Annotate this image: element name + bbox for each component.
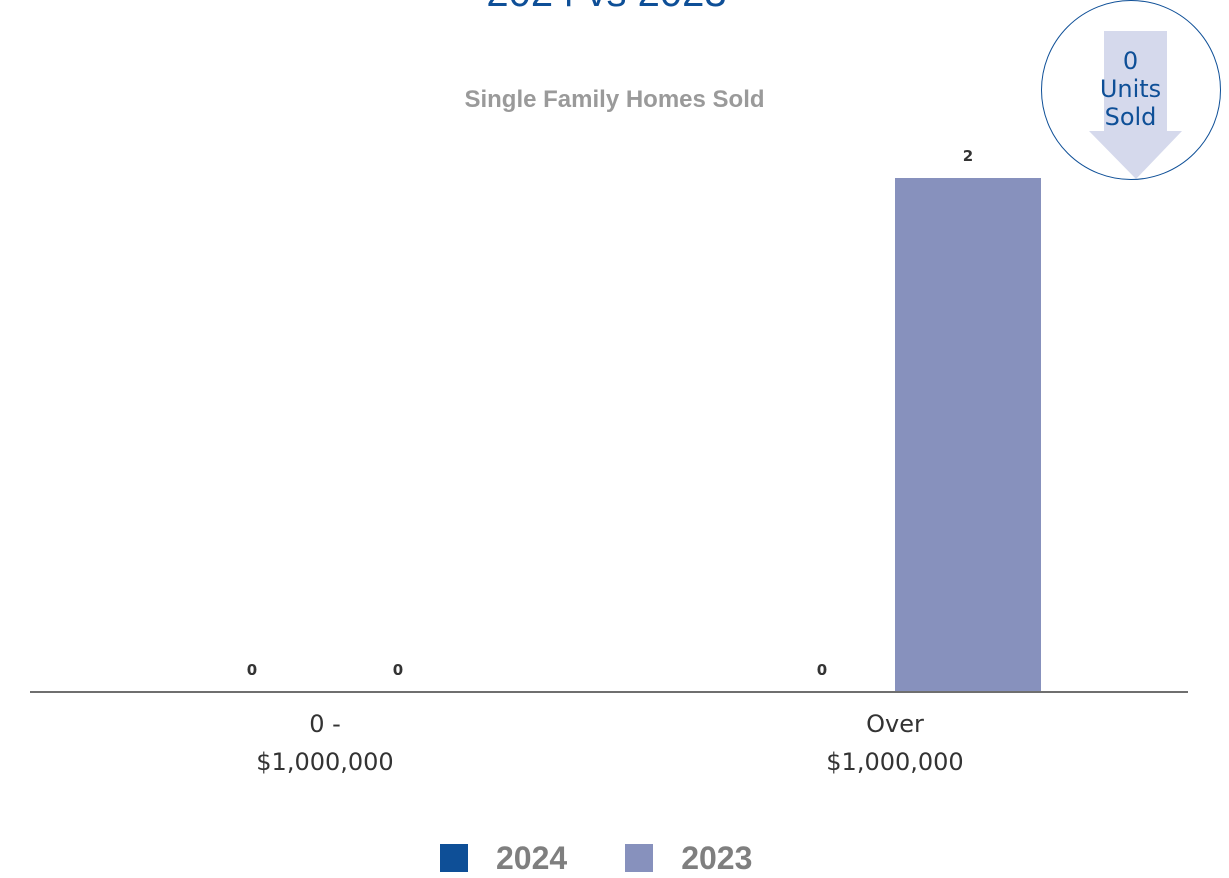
data-label-2023-0: 0	[393, 661, 403, 679]
badge-line2: Sold	[1104, 103, 1157, 131]
legend-item-2023: 2023	[625, 840, 752, 877]
chart-title: Single Family Homes Sold	[464, 86, 765, 113]
legend-swatch-2023	[625, 844, 654, 872]
x-tick-label-1: Over $1,000,000	[826, 710, 963, 776]
units-sold-badge: 0 Units Sold	[1041, 0, 1221, 180]
legend-label-2024: 2024	[496, 839, 568, 876]
data-label-2023-1: 2	[963, 147, 973, 165]
badge-text: 0 Units Sold	[1042, 47, 1219, 131]
legend-label-2023: 2023	[681, 839, 753, 876]
down-arrow-icon	[1089, 31, 1182, 179]
bar-2023-1	[895, 178, 1041, 692]
page-title: 2024 vs 2023	[0, 0, 1213, 16]
data-label-2024-1: 0	[817, 661, 827, 679]
data-label-2024-0: 0	[247, 661, 257, 679]
chart-legend: 2024 2023	[440, 838, 810, 878]
legend-swatch-2024	[440, 844, 468, 872]
badge-line1: Units	[1099, 75, 1162, 103]
x-tick-label-0: 0 -$1,000,000	[256, 710, 393, 776]
legend-item-2024: 2024	[440, 840, 567, 877]
badge-value: 0	[1122, 47, 1139, 75]
